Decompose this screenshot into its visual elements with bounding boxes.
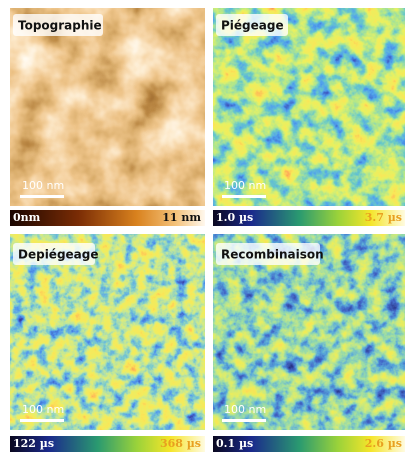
scale-bar bbox=[20, 419, 64, 422]
scale-bar bbox=[222, 195, 266, 198]
panel-title: Piégeage bbox=[221, 19, 284, 33]
trapping-map bbox=[213, 8, 405, 206]
panel: Recombinaison 100 nm 0.1 µs 2.6 µs bbox=[213, 234, 405, 452]
colorbar-min: 0nm bbox=[13, 211, 41, 224]
figure: Topographie 100 nm 0nm 11 nm Piégeage 10… bbox=[0, 0, 407, 455]
panel-title: Recombinaison bbox=[221, 248, 324, 262]
scale-bar-label: 100 nm bbox=[224, 179, 266, 192]
topography-map bbox=[10, 8, 205, 206]
scale-bar-label: 100 nm bbox=[22, 403, 64, 416]
colorbar-max: 2.6 µs bbox=[365, 437, 402, 450]
panel-title: Topographie bbox=[18, 19, 102, 33]
scale-bar bbox=[20, 195, 64, 198]
colorbar-min: 0.1 µs bbox=[216, 437, 253, 450]
scale-bar bbox=[222, 419, 266, 422]
colorbar-min: 122 µs bbox=[13, 437, 54, 450]
colorbar-max: 3.7 µs bbox=[365, 211, 402, 224]
panel-title: Depiégeage bbox=[18, 248, 99, 262]
colorbar-max: 11 nm bbox=[162, 211, 201, 224]
colorbar-max: 368 µs bbox=[160, 437, 201, 450]
colorbar-min: 1.0 µs bbox=[216, 211, 253, 224]
panel: Piégeage 100 nm 1.0 µs 3.7 µs bbox=[213, 8, 405, 226]
scale-bar-label: 100 nm bbox=[224, 403, 266, 416]
panel: Topographie 100 nm 0nm 11 nm bbox=[10, 8, 205, 226]
panel: Depiégeage 100 nm 122 µs 368 µs bbox=[10, 234, 205, 452]
scale-bar-label: 100 nm bbox=[22, 179, 64, 192]
